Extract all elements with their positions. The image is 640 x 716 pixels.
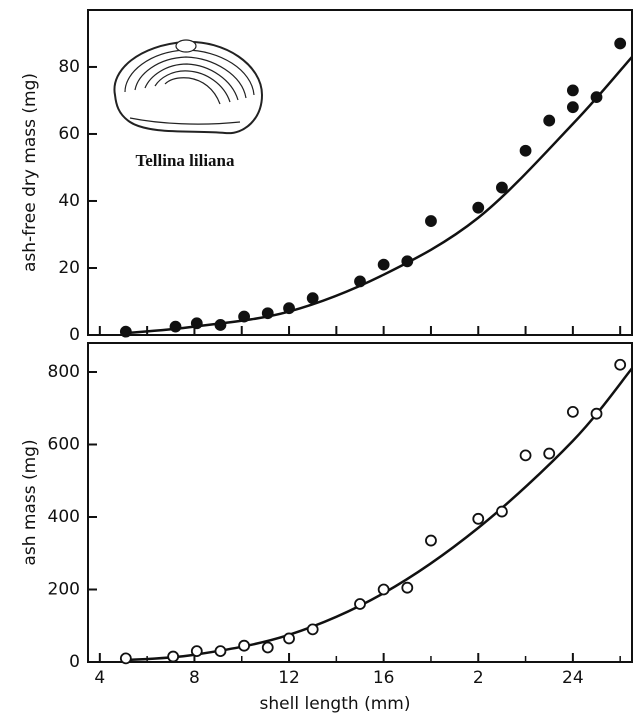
y-tick-label: 200 — [48, 580, 80, 600]
data-point — [543, 447, 556, 460]
data-point — [283, 632, 295, 645]
data-point — [167, 650, 180, 663]
data-point — [496, 181, 508, 194]
data-point — [472, 512, 485, 525]
x-axis-label: shell length (mm) — [260, 694, 411, 714]
data-point — [614, 358, 627, 371]
data-point — [354, 275, 366, 288]
fit-curve — [123, 56, 633, 335]
x-tick-label: 24 — [562, 668, 584, 688]
data-point — [214, 645, 227, 658]
y-tick-label: 80 — [58, 57, 80, 77]
data-point — [190, 645, 203, 658]
y-tick-label: 40 — [58, 191, 80, 211]
data-point — [261, 641, 274, 654]
data-point — [590, 91, 603, 104]
data-point — [283, 302, 295, 315]
y-tick-label: 800 — [48, 362, 80, 382]
data-point — [377, 258, 390, 271]
x-tick-label: 8 — [189, 668, 200, 688]
y-axis-label: ash mass (mg) — [20, 439, 40, 565]
data-point — [238, 310, 251, 323]
x-tick-label: 16 — [373, 668, 395, 688]
data-point — [519, 449, 532, 462]
species-label: Tellina liliana — [135, 151, 235, 170]
data-point — [519, 144, 532, 157]
data-point — [306, 292, 319, 305]
y-tick-label: 600 — [48, 435, 80, 455]
shell-drawing — [113, 39, 264, 135]
data-point — [566, 405, 579, 418]
plot-frame — [87, 9, 633, 336]
data-point — [214, 319, 227, 331]
data-point — [472, 201, 485, 214]
fit-curve — [123, 367, 633, 662]
data-point — [425, 534, 437, 547]
data-point — [496, 505, 508, 518]
y-axis-label: ash-free dry mass (mg) — [20, 73, 40, 272]
data-point — [190, 317, 203, 330]
data-point — [238, 639, 251, 652]
data-point — [169, 320, 182, 333]
data-point — [614, 37, 627, 50]
plot-frame — [87, 342, 633, 663]
y-tick-label: 0 — [69, 325, 80, 345]
data-point — [590, 407, 603, 420]
data-point — [354, 598, 366, 610]
data-point — [401, 581, 414, 594]
data-point — [425, 215, 437, 227]
data-point — [566, 84, 579, 97]
x-tick-label: 12 — [278, 668, 300, 688]
data-point — [377, 583, 390, 596]
x-tick-label: 4 — [94, 668, 105, 688]
y-tick-label: 400 — [48, 507, 80, 527]
y-tick-label: 0 — [69, 652, 80, 672]
y-tick-label: 20 — [58, 258, 80, 278]
data-point — [566, 101, 579, 114]
data-point — [119, 325, 132, 338]
x-tick-label: 2 — [473, 668, 484, 688]
y-tick-label: 60 — [58, 124, 80, 144]
data-point — [543, 114, 556, 127]
data-point — [401, 255, 414, 268]
data-point — [119, 652, 132, 665]
data-point — [261, 307, 274, 320]
data-point — [306, 623, 319, 636]
